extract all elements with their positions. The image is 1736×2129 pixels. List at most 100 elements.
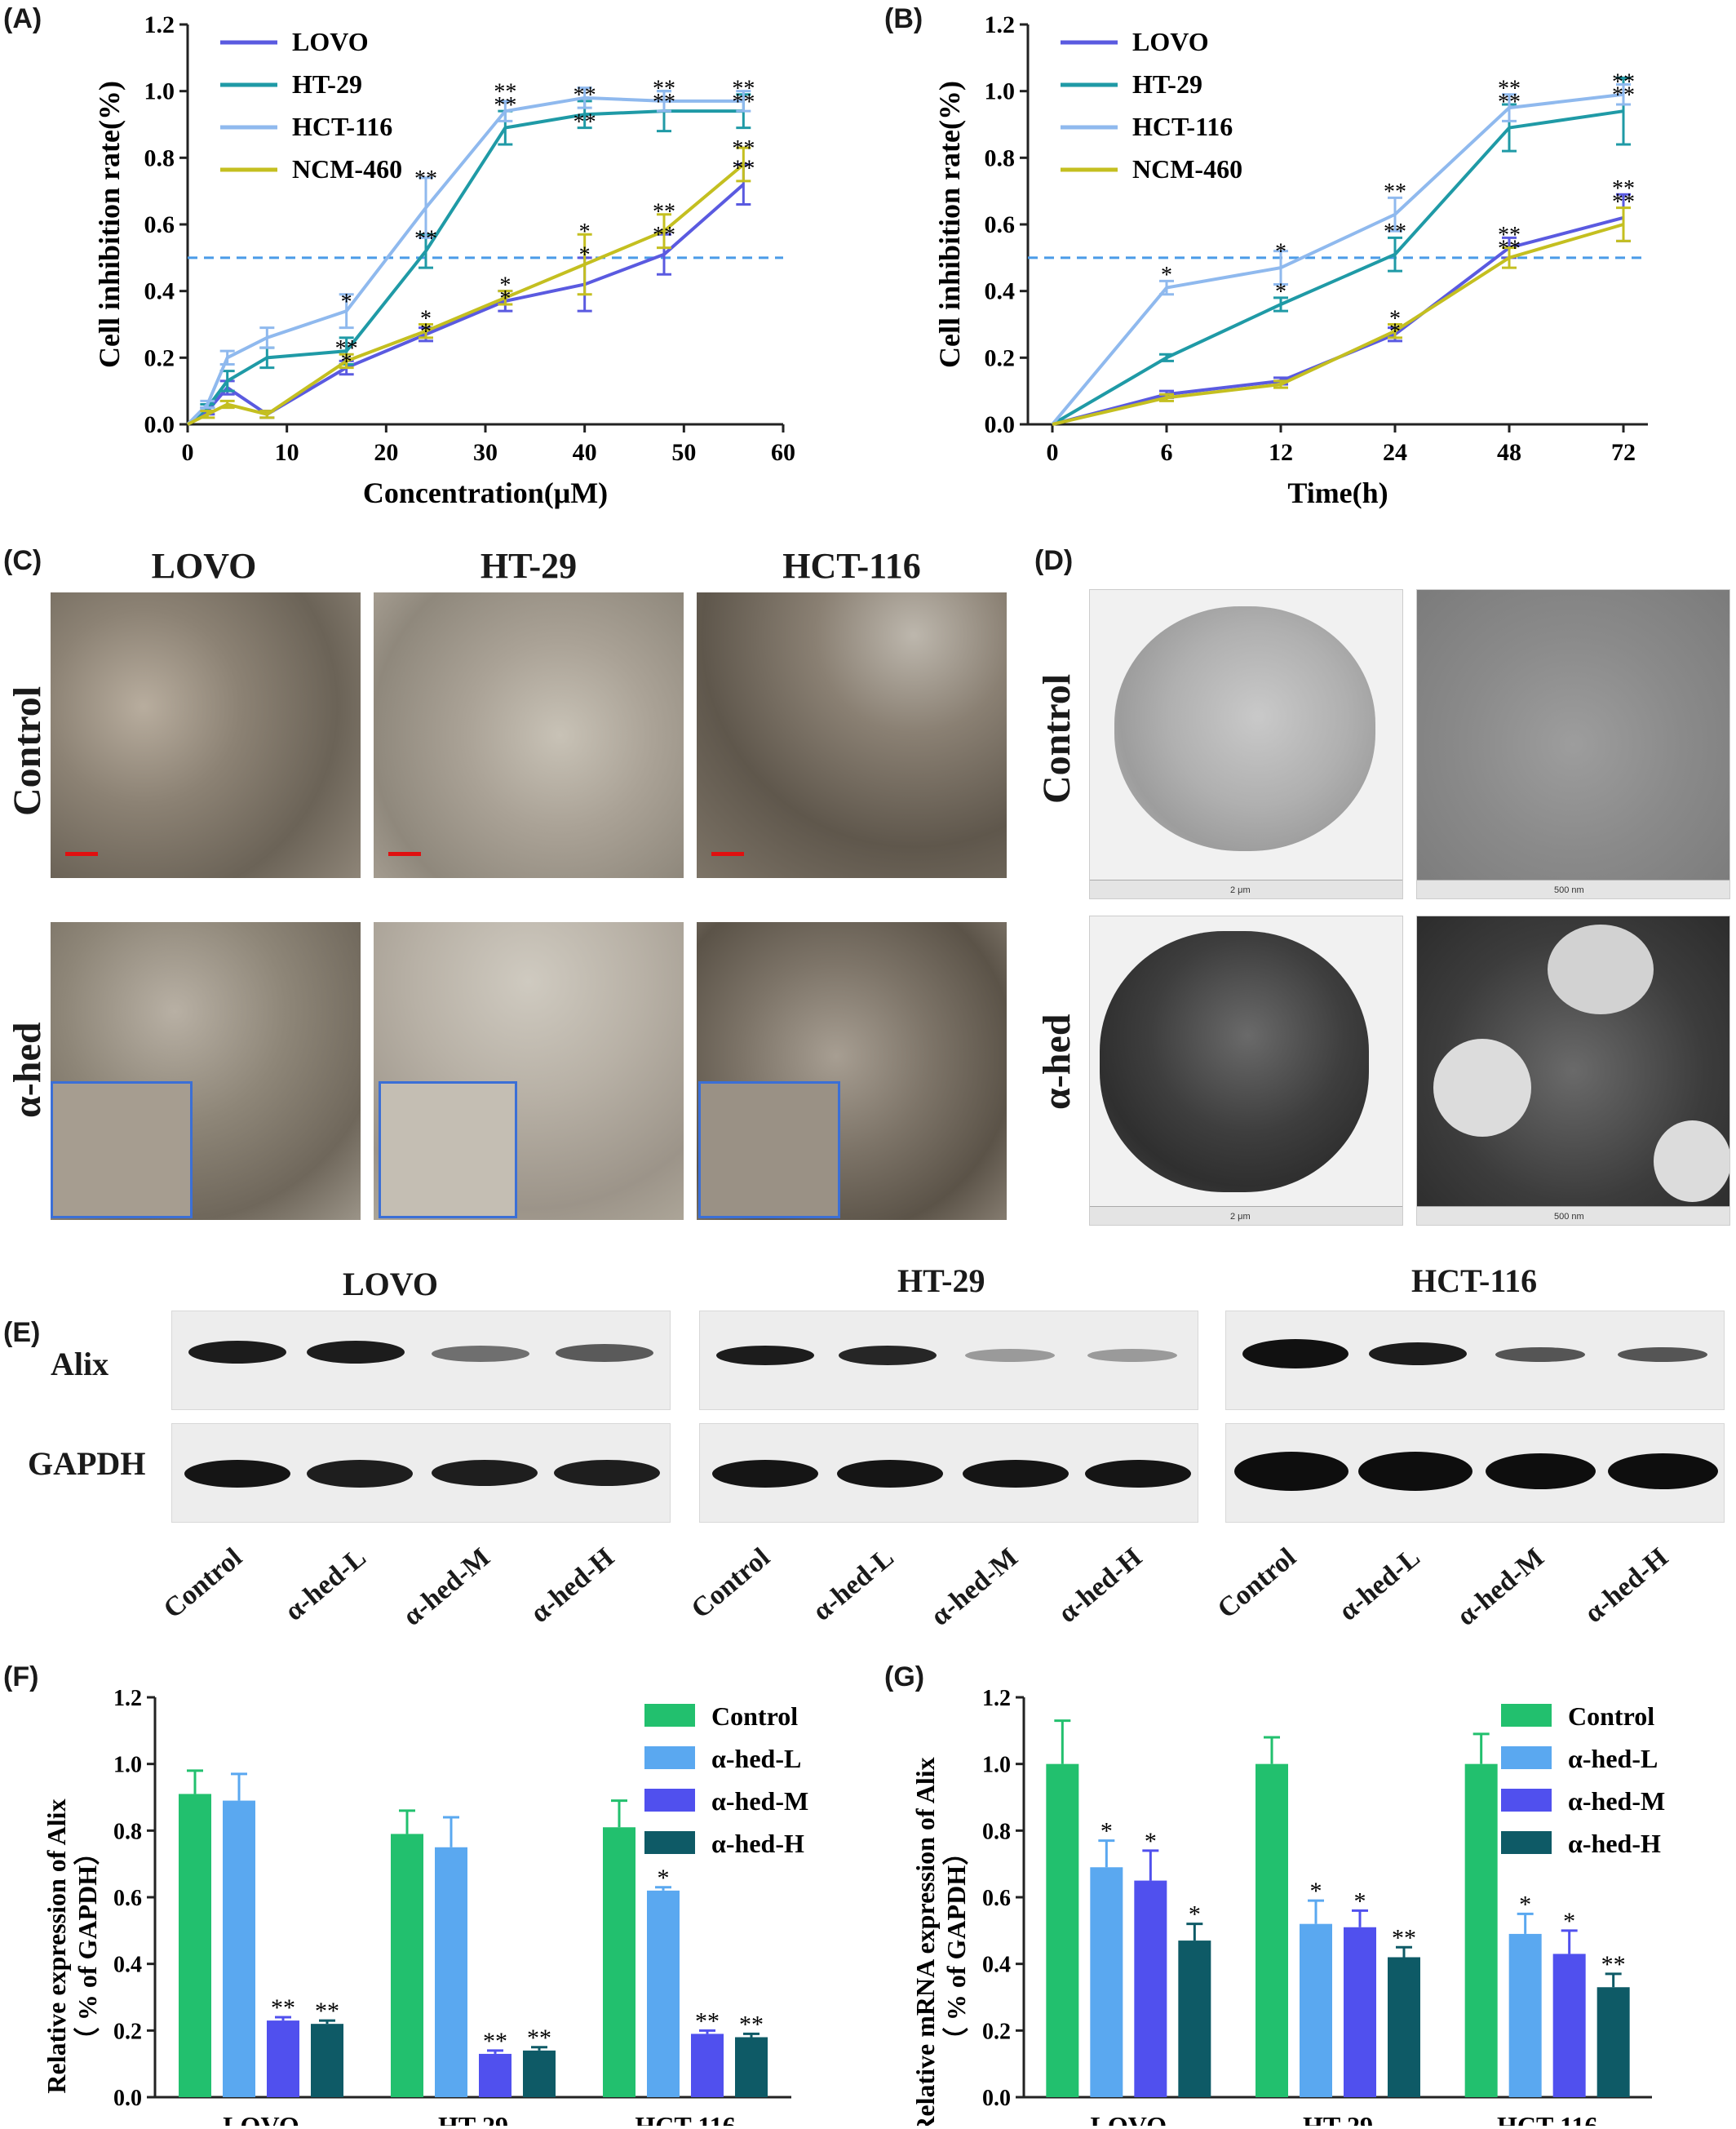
significance-marker: * [341, 349, 352, 375]
significance-marker: ** [1392, 1924, 1416, 1951]
micro-row-label-ahed: α-hed [6, 1022, 49, 1118]
significance-marker: ** [732, 77, 755, 102]
significance-marker: ** [1612, 176, 1635, 202]
y-tick-label: 0.8 [982, 1819, 1011, 1844]
panel-label-b: (B) [884, 3, 923, 34]
significance-marker: * [499, 273, 511, 298]
significance-marker: ** [414, 166, 437, 192]
x-category-label: LOVO [223, 2111, 299, 2126]
tem-control-cell: 2 μm [1089, 589, 1403, 899]
bar-α-hed-M [267, 2020, 299, 2097]
y-tick-label: 0.2 [982, 2019, 1011, 2044]
legend-label: α-hed-L [1568, 1744, 1658, 1773]
significance-marker: * [1563, 1908, 1575, 1935]
significance-marker: * [341, 290, 352, 315]
legend-label: LOVO [1132, 27, 1209, 56]
x-tick-label: 0 [1047, 439, 1059, 466]
y-tick-label: 1.2 [982, 1686, 1011, 1711]
x-tick-label: 12 [1269, 439, 1293, 466]
significance-marker: ** [414, 226, 437, 251]
significance-marker: * [658, 1865, 670, 1892]
x-axis-label: Time(h) [1287, 477, 1388, 509]
bar-α-hed-H [735, 2037, 768, 2097]
bar-Control [1256, 1763, 1288, 2097]
micro-col-label-hct116: HCT-116 [782, 546, 921, 586]
bar-Control [603, 1827, 636, 2097]
panel-label-g: (G) [884, 1661, 925, 1692]
micrograph-hct116-control [697, 592, 1007, 878]
panel-label-a: (A) [3, 3, 42, 34]
significance-marker: ** [1601, 1951, 1626, 1978]
significance-marker: ** [527, 2025, 551, 2051]
significance-marker: ** [1498, 237, 1521, 262]
y-tick-label: 0.8 [144, 144, 175, 171]
scale-bar [388, 852, 421, 856]
x-tick-label: 0 [182, 439, 194, 466]
x-axis-label: Concentration(μM) [363, 477, 608, 509]
y-tick-label: 0.6 [144, 211, 175, 238]
legend-label: α-hed-H [711, 1829, 804, 1858]
significance-marker: * [1145, 1828, 1157, 1855]
significance-marker: * [1275, 240, 1286, 265]
significance-marker: ** [1498, 223, 1521, 248]
legend-label: NCM-460 [292, 154, 402, 184]
significance-marker: ** [1612, 189, 1635, 215]
y-tick-label: 0.2 [985, 344, 1016, 371]
bar-α-hed-M [479, 2053, 512, 2097]
scale-strip [1090, 880, 1402, 898]
micrograph-lovo-control [51, 592, 361, 878]
bar-α-hed-H [1388, 1957, 1420, 2097]
y-tick-label: 0.2 [144, 344, 175, 371]
bar-α-hed-H [311, 2024, 343, 2097]
cell-body [1100, 931, 1369, 1192]
significance-marker: * [420, 306, 432, 331]
series-line-ncm-460 [1052, 223, 1624, 426]
legend-label: HCT-116 [292, 112, 392, 141]
panel-label-d: (D) [1034, 545, 1074, 576]
x-tick-label: 48 [1497, 439, 1521, 466]
y-tick-label: 0.4 [985, 278, 1016, 305]
y-tick-label: 1.0 [985, 78, 1016, 105]
bar-α-hed-H [523, 2050, 556, 2097]
significance-marker: ** [1612, 69, 1635, 95]
chart-g-mrna-expression: 0.0 0.2 0.4 0.6 0.8 1.0 1.2 Relative mRNA expre… [910, 1686, 1665, 2126]
bar-α-hed-H [1596, 1987, 1630, 2097]
scale-bar [65, 852, 98, 856]
bar-α-hed-M [1344, 1927, 1376, 2097]
x-tick-label: 20 [374, 439, 398, 466]
y-tick-label: 0.0 [985, 411, 1016, 438]
x-tick-label: 50 [671, 439, 696, 466]
legend-swatch [1501, 1789, 1552, 1812]
blot-alix-lovo [171, 1311, 671, 1410]
panel-label-c: (C) [3, 545, 42, 576]
bar-Control [1464, 1763, 1498, 2097]
tem-ahed-zoom: 500 nm [1416, 916, 1730, 1226]
significance-marker: ** [494, 93, 516, 118]
y-tick-label: 1.2 [985, 11, 1016, 38]
legend-label: HT-29 [292, 69, 362, 99]
significance-marker: ** [653, 90, 675, 115]
significance-marker: * [420, 320, 432, 345]
bar-Control [391, 1834, 423, 2097]
tem-scale-label: 2 μm [1230, 1212, 1251, 1222]
y-tick-label: 0.2 [113, 2019, 142, 2044]
y-tick-label: 0.8 [985, 144, 1016, 171]
y-tick-label: 0.4 [144, 278, 175, 305]
x-tick-label: 24 [1383, 439, 1407, 466]
y-tick-label: 0.0 [982, 2086, 1011, 2111]
legend-label: Control [1568, 1701, 1654, 1731]
blot-alix-ht29 [699, 1311, 1198, 1410]
micrograph-ht29-control [374, 592, 684, 878]
legend-swatch [1501, 1831, 1552, 1854]
scale-strip [1417, 880, 1729, 898]
bar-α-hed-L [223, 1800, 255, 2097]
significance-marker: ** [574, 109, 596, 135]
significance-marker: ** [494, 80, 516, 105]
significance-marker: ** [1384, 220, 1406, 245]
y-axis-label: Cell inhibition rate(%) [93, 81, 126, 368]
significance-marker: ** [574, 83, 596, 109]
micro-col-label-ht29: HT-29 [480, 546, 578, 586]
y-tick-label: 1.2 [144, 11, 175, 38]
significance-marker: * [1275, 280, 1286, 305]
blot-label-gapdh: GAPDH [28, 1445, 146, 1482]
